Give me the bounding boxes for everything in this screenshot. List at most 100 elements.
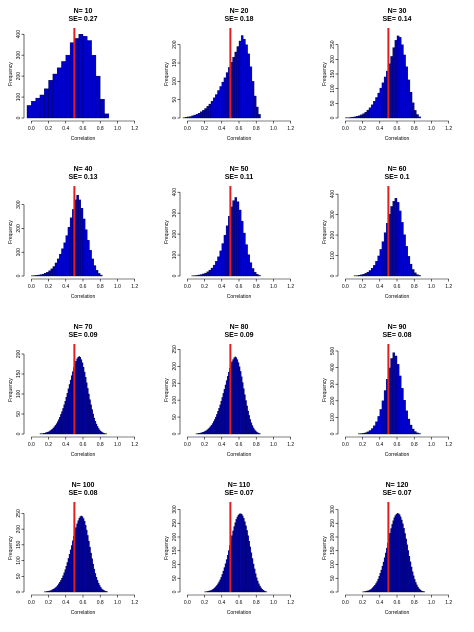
histogram-bar bbox=[243, 38, 246, 119]
y-tick-label: 100 bbox=[330, 84, 336, 93]
histogram-bar bbox=[366, 271, 370, 277]
histogram-bar bbox=[247, 53, 250, 119]
histogram-bar bbox=[377, 416, 380, 435]
x-tick-label: 1.2 bbox=[445, 600, 452, 606]
histogram-bar bbox=[195, 114, 199, 119]
x-tick-label: 1.0 bbox=[270, 442, 277, 448]
histogram-bar bbox=[358, 275, 361, 277]
x-tick-label: 0.2 bbox=[201, 600, 208, 606]
histogram-bar bbox=[204, 108, 207, 119]
y-tick-label: 50 bbox=[172, 575, 178, 581]
histogram-bar bbox=[401, 222, 404, 277]
x-tick-label: 0.4 bbox=[218, 442, 225, 448]
x-tick-label: 1.2 bbox=[287, 126, 294, 132]
histogram-bar bbox=[236, 201, 240, 277]
y-tick-label: 200 bbox=[16, 350, 22, 359]
panel-subtitle: SE= 0.11 bbox=[225, 174, 254, 181]
y-tick-label: 0 bbox=[16, 116, 22, 119]
y-tick-label: 200 bbox=[330, 55, 336, 64]
x-tick-label: 0.6 bbox=[394, 126, 401, 132]
histogram-bar bbox=[95, 270, 99, 277]
x-tick-label: 1.2 bbox=[287, 600, 294, 606]
histogram-bar bbox=[253, 95, 257, 119]
panel-subtitle: SE= 0.08 bbox=[69, 490, 98, 497]
x-axis-label: Correlation bbox=[227, 294, 252, 300]
x-tick-label: 1.2 bbox=[445, 284, 452, 290]
x-tick-label: 0.8 bbox=[97, 600, 104, 606]
histogram-bar bbox=[52, 266, 56, 277]
x-tick-label: 0.0 bbox=[342, 284, 349, 290]
y-tick-label: 250 bbox=[330, 40, 336, 49]
x-axis-label: Correlation bbox=[71, 610, 96, 616]
x-tick-label: 1.0 bbox=[114, 600, 121, 606]
histogram-bar bbox=[358, 115, 361, 119]
panel-title: N= 60 bbox=[388, 166, 407, 173]
y-axis-label: Frequency bbox=[322, 536, 328, 560]
x-tick-label: 0.2 bbox=[359, 126, 366, 132]
histogram-bar bbox=[234, 51, 238, 119]
histogram-bar bbox=[206, 271, 210, 277]
histogram-bar bbox=[221, 243, 225, 277]
histogram-bar bbox=[80, 208, 84, 277]
y-tick-label: 200 bbox=[330, 396, 336, 405]
y-tick-label: 100 bbox=[172, 560, 178, 569]
panel-title: N= 90 bbox=[388, 324, 407, 331]
x-tick-label: 0.4 bbox=[376, 600, 383, 606]
histogram-bar bbox=[405, 246, 408, 277]
histogram-bar bbox=[82, 36, 88, 119]
histogram-bar bbox=[78, 199, 82, 277]
y-tick-label: 250 bbox=[172, 519, 178, 528]
x-axis-label: Correlation bbox=[71, 136, 96, 142]
x-tick-label: 0.6 bbox=[236, 442, 243, 448]
histogram-bar bbox=[370, 428, 374, 435]
histogram-bar bbox=[89, 250, 92, 277]
histogram-bar bbox=[366, 431, 370, 435]
x-tick-label: 0.8 bbox=[253, 442, 260, 448]
y-tick-label: 50 bbox=[330, 100, 336, 106]
histogram-bar bbox=[61, 248, 64, 277]
x-tick-label: 1.2 bbox=[287, 442, 294, 448]
panel-subtitle: SE= 0.14 bbox=[383, 16, 412, 23]
x-tick-label: 1.0 bbox=[270, 284, 277, 290]
histogram-bar bbox=[379, 409, 383, 435]
x-tick-label: 0.6 bbox=[394, 600, 401, 606]
histogram-bar bbox=[411, 428, 415, 435]
histogram-bar bbox=[204, 272, 207, 277]
panel-subtitle: SE= 0.13 bbox=[69, 174, 98, 181]
y-tick-label: 300 bbox=[330, 210, 336, 219]
histogram-bar bbox=[41, 273, 45, 277]
histogram-bar bbox=[240, 35, 244, 119]
histogram-bar bbox=[219, 86, 222, 119]
histogram-bar bbox=[206, 106, 210, 119]
histogram-bar bbox=[104, 113, 110, 119]
y-tick-label: 0 bbox=[330, 432, 336, 435]
x-tick-label: 0.8 bbox=[253, 284, 260, 290]
histogram-bar bbox=[245, 44, 248, 119]
histogram-bar bbox=[95, 75, 101, 119]
x-tick-label: 0.4 bbox=[376, 442, 383, 448]
histogram-bar bbox=[418, 433, 421, 435]
y-tick-label: 0 bbox=[330, 116, 336, 119]
histogram-bar bbox=[398, 210, 402, 277]
histogram-bar bbox=[210, 100, 214, 119]
y-tick-label: 0 bbox=[330, 274, 336, 277]
x-tick-label: 1.2 bbox=[131, 442, 138, 448]
histogram-bar bbox=[221, 81, 225, 119]
panel-title: N= 30 bbox=[388, 8, 407, 15]
y-axis-label: Frequency bbox=[322, 62, 328, 86]
x-axis-label: Correlation bbox=[227, 452, 252, 458]
x-tick-label: 0.0 bbox=[28, 284, 35, 290]
histogram-bar bbox=[353, 116, 357, 119]
x-tick-label: 0.2 bbox=[359, 442, 366, 448]
histogram-bar bbox=[409, 424, 413, 435]
histogram-bar bbox=[56, 67, 62, 119]
x-tick-label: 1.0 bbox=[428, 126, 435, 132]
histogram-bar bbox=[219, 250, 222, 277]
histogram-bar bbox=[223, 77, 227, 119]
histogram-bar bbox=[197, 113, 201, 119]
